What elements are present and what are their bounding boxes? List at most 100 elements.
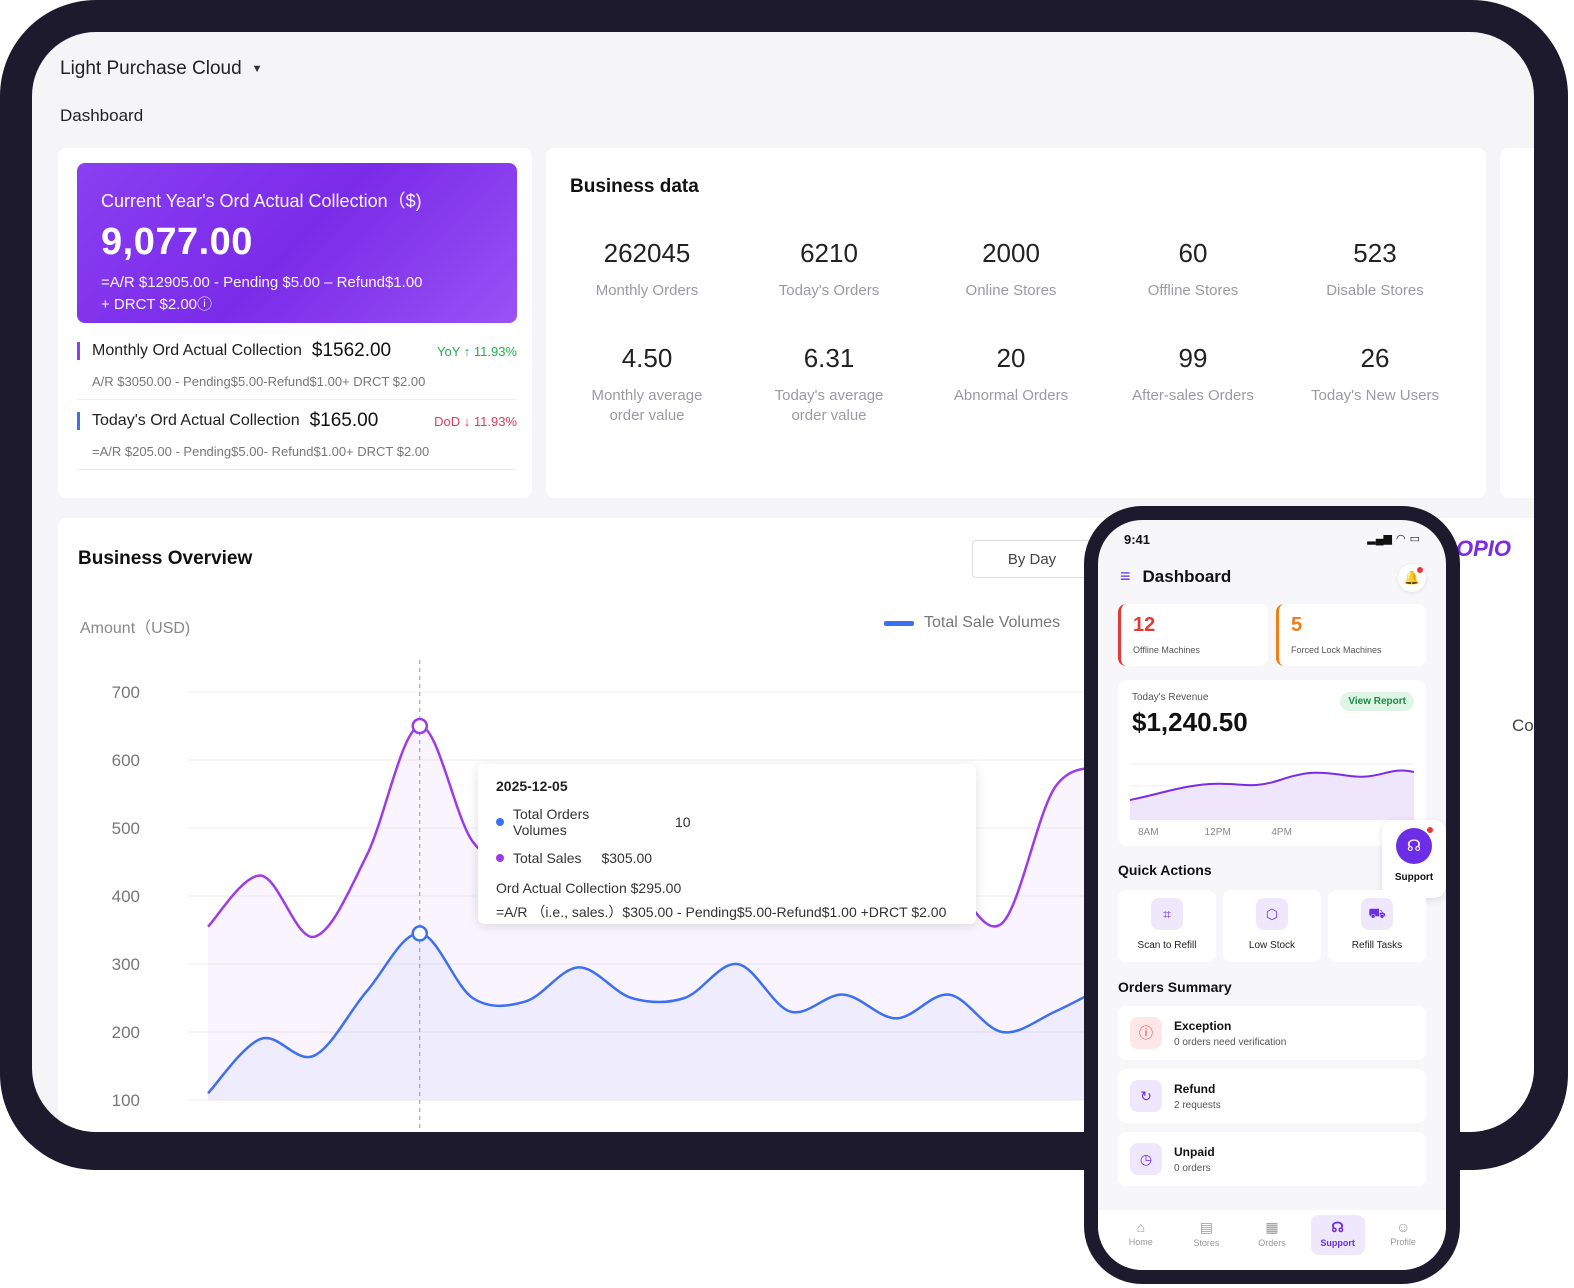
yoy-change: YoY ↑ 11.93% <box>437 343 517 359</box>
business-metrics-grid: 262045 Monthly Orders 6210 Today's Orders … <box>556 238 1466 426</box>
low-stock-button[interactable]: ⬡ Low Stock <box>1223 890 1321 962</box>
nav-label: Home <box>1128 1237 1153 1247</box>
annual-collection-hero: Current Year's Ord Actual Collection（$) … <box>77 163 517 323</box>
sparkline-axis: 8AM 12PM 4PM <box>1138 827 1338 838</box>
biz-metric[interactable]: 99 After-sales Orders <box>1102 343 1284 426</box>
metric-accent-bar <box>77 342 80 360</box>
notification-bell-icon[interactable]: 🔔 <box>1398 564 1426 592</box>
refund-orders-item[interactable]: ↻ Refund 2 requests <box>1118 1069 1426 1123</box>
partial-label: Co <box>1512 716 1534 735</box>
sparkline-area <box>1130 770 1414 820</box>
hero-value: 9,077.00 <box>101 221 253 263</box>
phone-screen: 9:41 ▂▄▆ ◠ ▭ ≡ Dashboard 🔔 12 Offline Ma… <box>1098 520 1446 1270</box>
scan-to-refill-button[interactable]: ⌗ Scan to Refill <box>1118 890 1216 962</box>
nav-support[interactable]: ☊ Support <box>1310 1215 1365 1255</box>
nav-home[interactable]: ⌂ Home <box>1114 1215 1168 1255</box>
nav-orders[interactable]: ▦ Orders <box>1245 1215 1299 1255</box>
stat-label: Offline Machines <box>1133 645 1200 655</box>
biz-metric-label: Disable Stores <box>1326 282 1424 299</box>
hero-title: Current Year's Ord Actual Collection（$) <box>101 191 422 211</box>
series-line[interactable] <box>207 932 1109 1095</box>
chart-legend[interactable]: Total Sale Volumes <box>884 614 1060 632</box>
y-tick-label: 300 <box>112 955 140 974</box>
highlight-point[interactable] <box>411 925 429 942</box>
range-selector-button[interactable]: By Day <box>972 540 1092 578</box>
metric-value: $1562.00 <box>311 340 392 361</box>
overview-title: Business Overview <box>78 548 253 569</box>
highlight-point[interactable] <box>411 717 429 735</box>
axis-tick: 4PM <box>1271 827 1292 838</box>
support-fab[interactable]: ☊ Support <box>1382 820 1446 898</box>
order-title: Unpaid <box>1174 1144 1215 1159</box>
y-tick-label: 600 <box>112 751 140 770</box>
series-dot <box>496 854 504 862</box>
view-report-button[interactable]: View Report <box>1340 692 1414 711</box>
nav-profile[interactable]: ☺ Profile <box>1376 1215 1430 1255</box>
y-tick-label: 200 <box>112 1023 140 1042</box>
biz-metric[interactable]: 6.31 Today's average order value <box>738 343 920 426</box>
partial-card <box>1500 148 1534 498</box>
quick-actions-title: Quick Actions <box>1118 862 1212 878</box>
metric-accent-bar <box>77 412 80 430</box>
collection-card: Current Year's Ord Actual Collection（$) … <box>58 148 532 498</box>
biz-metric[interactable]: 4.50 Monthly average order value <box>556 343 738 426</box>
divider <box>77 399 517 400</box>
home-icon: ⌂ <box>1136 1219 1146 1235</box>
biz-metric[interactable]: 20 Abnormal Orders <box>920 343 1102 426</box>
store-icon: ▤ <box>1199 1219 1213 1235</box>
support-badge-dot <box>1426 826 1434 834</box>
today-collection: Today's Ord Actual Collection $165.00 Do… <box>77 410 517 470</box>
nav-label: Profile <box>1390 1237 1416 1247</box>
biz-metric[interactable]: 26 Today's New Users <box>1284 343 1466 426</box>
hero-breakdown: =A/R $12905.00 - Pending $5.00 – Refund$… <box>101 272 493 316</box>
nav-label: Orders <box>1258 1238 1286 1248</box>
legend-swatch <box>884 620 914 626</box>
nav-label: Stores <box>1193 1238 1220 1248</box>
nav-stores[interactable]: ▤ Stores <box>1179 1215 1233 1255</box>
tooltip-formula: =A/R （i.e., sales.）$305.00 - Pending$5.0… <box>496 904 947 920</box>
biz-metric[interactable]: 6210 Today's Orders <box>738 238 920 301</box>
hero-breakdown-line-1: =A/R $12905.00 - Pending $5.00 – Refund$… <box>101 274 423 291</box>
chart-tooltip: 2025-12-05 Total Orders Volumes 10 Total… <box>478 764 976 924</box>
tooltip-row1-name: Total Orders Volumes <box>513 806 590 838</box>
menu-icon[interactable]: ≡ <box>1120 566 1131 586</box>
biz-metric-label: Today's average order value <box>774 387 884 424</box>
forced-lock-card[interactable]: 5 Forced Lock Machines <box>1276 604 1426 666</box>
order-sub: 0 orders <box>1174 1162 1211 1174</box>
biz-metric-value: 60 <box>1178 238 1208 268</box>
truck-icon: ⛟ <box>1361 898 1393 930</box>
quick-action-label: Scan to Refill <box>1137 940 1197 951</box>
y-tick-label: 100 <box>112 1091 140 1110</box>
series-dot <box>496 818 504 826</box>
order-title: Refund <box>1174 1081 1216 1096</box>
breadcrumb: Dashboard <box>60 106 144 125</box>
y-tick-label: 700 <box>112 683 140 702</box>
biz-metric[interactable]: 60 Offline Stores <box>1102 238 1284 301</box>
order-title: Exception <box>1174 1018 1232 1033</box>
brand-logo-fragment: OPIO <box>1456 536 1512 561</box>
status-time: 9:41 <box>1124 532 1151 547</box>
revenue-value: $1,240.50 <box>1132 707 1248 737</box>
hero-breakdown-line-2: + DRCT $2.00ⓘ <box>101 296 213 313</box>
exception-orders-item[interactable]: ⓘ Exception 0 orders need verification <box>1118 1006 1426 1060</box>
biz-metric[interactable]: 523 Disable Stores <box>1284 238 1466 301</box>
app-switcher[interactable]: Light Purchase Cloud ▼ <box>60 58 263 80</box>
qr-scan-icon: ⌗ <box>1151 898 1183 930</box>
unpaid-orders-item[interactable]: ◷ Unpaid 0 orders <box>1118 1132 1426 1186</box>
support-label: Support <box>1394 872 1434 883</box>
biz-metric-label: Today's Orders <box>778 282 880 299</box>
biz-metric-value: 4.50 <box>621 343 673 373</box>
refill-tasks-button[interactable]: ⛟ Refill Tasks <box>1328 890 1426 962</box>
clipboard-icon: ▦ <box>1265 1219 1279 1235</box>
alert-icon: ⓘ <box>1130 1017 1162 1049</box>
quick-action-label: Refill Tasks <box>1351 940 1403 951</box>
offline-machines-card[interactable]: 12 Offline Machines <box>1118 604 1268 666</box>
biz-metric-value: 99 <box>1178 343 1208 373</box>
biz-metric-label: Monthly average order value <box>591 387 703 424</box>
biz-metric-value: 523 <box>1353 238 1397 268</box>
biz-metric-label: Offline Stores <box>1147 282 1239 299</box>
biz-metric[interactable]: 2000 Online Stores <box>920 238 1102 301</box>
biz-metric[interactable]: 262045 Monthly Orders <box>556 238 738 301</box>
battery-icon: ▭ <box>1409 533 1420 545</box>
sparkline-line <box>1130 769 1414 801</box>
